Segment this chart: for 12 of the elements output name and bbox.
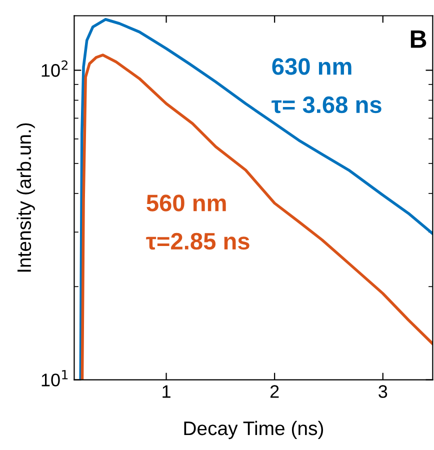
x-tick-label: 1 [162, 385, 170, 398]
y-tick-label: 10$^{1}$ [42, 370, 68, 386]
annotation: τ= 3.68 ns [272, 96, 382, 114]
x-axis-title: Decay Time (ns) [184, 420, 324, 440]
annotation: B [410, 30, 426, 48]
y-tick-label: 10$^{2}$ [42, 60, 68, 77]
x-tick-label: 3 [378, 385, 388, 398]
series-label: 560 nm [146, 194, 226, 212]
y-axis-title: Intensity (arb.un.) [16, 123, 35, 272]
annotation: τ=2.85 ns [146, 232, 250, 250]
x-tick-label: 2 [270, 385, 279, 398]
series-label: 630 nm [272, 58, 352, 75]
